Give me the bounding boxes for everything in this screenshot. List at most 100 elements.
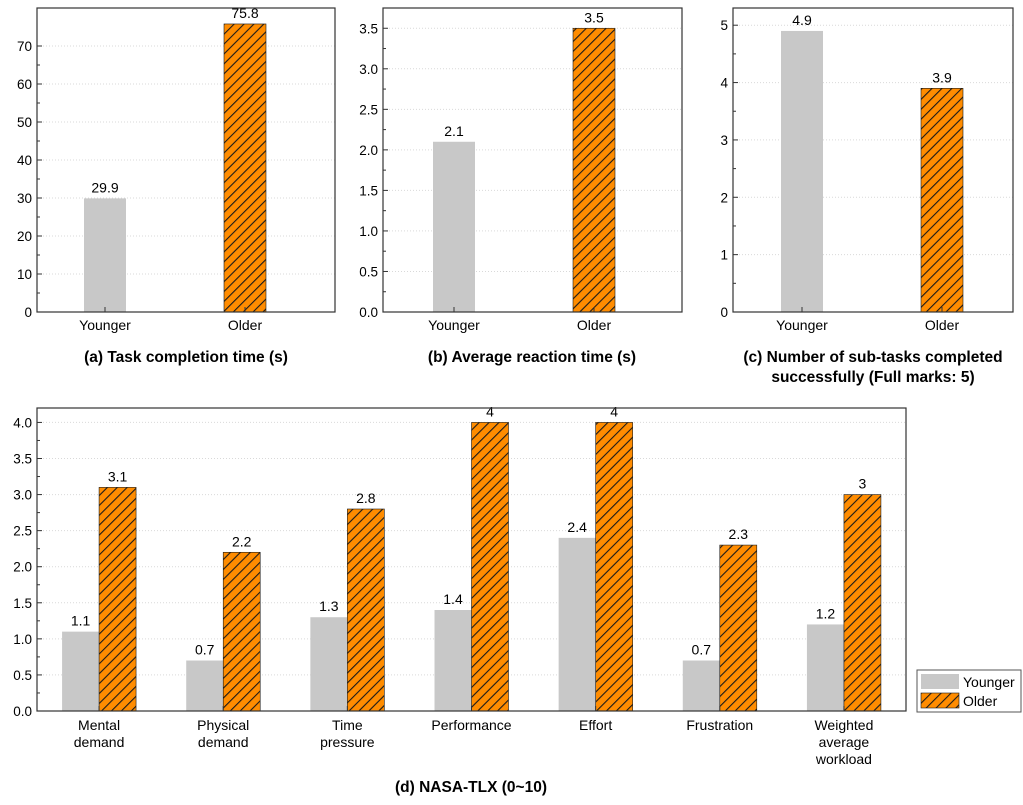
- bar-older: [719, 544, 758, 712]
- x-category-label: Younger: [428, 317, 480, 333]
- bar-older: [471, 422, 509, 712]
- bar-younger: [62, 631, 100, 711]
- x-category-label: Older: [228, 317, 263, 333]
- bar-value-label: 0.7: [195, 642, 215, 658]
- x-category-label: Frustration: [686, 717, 753, 733]
- chart-caption: (b) Average reaction time (s): [428, 349, 636, 366]
- x-category-label: Physical: [197, 717, 249, 733]
- bar-younger: [781, 30, 823, 313]
- y-tick-label: 1.5: [13, 596, 32, 611]
- y-tick-label: 1.0: [359, 224, 378, 239]
- y-tick-label: 2: [720, 190, 728, 205]
- x-category-label: Weighted: [814, 717, 873, 733]
- y-tick-label: 0.5: [359, 264, 378, 279]
- y-tick-label: 3.5: [359, 21, 378, 36]
- bar-younger: [186, 660, 224, 711]
- y-tick-label: 20: [17, 229, 32, 244]
- bar-value-label: 4.9: [792, 12, 812, 28]
- x-category-label: Younger: [776, 317, 828, 333]
- x-category-label: Effort: [579, 717, 612, 733]
- bar-older: [223, 23, 267, 313]
- y-tick-label: 0: [24, 305, 32, 320]
- bar-older: [920, 88, 964, 313]
- chart-caption: (c) Number of sub-tasks completed: [743, 349, 1002, 366]
- y-tick-label: 0.0: [359, 305, 378, 320]
- legend-swatch-older: [920, 692, 960, 709]
- bar-younger: [310, 617, 348, 711]
- y-tick-label: 5: [720, 18, 728, 33]
- y-tick-label: 50: [17, 115, 32, 130]
- x-category-label: Performance: [431, 717, 511, 733]
- y-tick-label: 3.0: [359, 62, 378, 77]
- bar-younger: [433, 141, 475, 312]
- bar-value-label: 3.1: [108, 468, 128, 484]
- x-category-label: average: [819, 734, 870, 750]
- y-tick-label: 30: [17, 191, 32, 206]
- bar-value-label: 75.8: [231, 5, 258, 21]
- x-category-label: Older: [577, 317, 612, 333]
- bar-value-label: 2.2: [232, 533, 252, 549]
- y-tick-label: 0.0: [13, 704, 32, 719]
- y-tick-label: 10: [17, 267, 32, 282]
- y-tick-label: 1.5: [359, 183, 378, 198]
- y-tick-label: 70: [17, 39, 32, 54]
- bar-value-label: 1.2: [816, 605, 836, 621]
- bar-value-label: 1.1: [71, 613, 91, 629]
- bar-value-label: 4: [486, 403, 494, 419]
- y-tick-label: 3.0: [13, 488, 32, 503]
- bar-older: [843, 494, 882, 712]
- chart-caption: successfully (Full marks: 5): [771, 369, 974, 386]
- y-tick-label: 0: [720, 305, 728, 320]
- bar-value-label: 3: [859, 476, 867, 492]
- bar-older: [347, 508, 385, 712]
- y-tick-label: 4.0: [13, 415, 32, 430]
- plot-frame: [732, 7, 1014, 313]
- bar-younger: [682, 660, 720, 711]
- chart-caption: (a) Task completion time (s): [84, 349, 288, 366]
- bar-value-label: 1.3: [319, 598, 339, 614]
- y-tick-label: 40: [17, 153, 32, 168]
- bar-value-label: 2.4: [567, 519, 587, 535]
- bar-value-label: 0.7: [692, 642, 712, 658]
- bar-older: [98, 487, 137, 712]
- bar-value-label: 3.9: [932, 69, 952, 85]
- bar-value-label: 2.1: [444, 123, 464, 139]
- plot-frame: [36, 7, 336, 313]
- y-tick-label: 0.5: [13, 668, 32, 683]
- legend-swatch-younger: [921, 674, 959, 689]
- chart-caption: (d) NASA-TLX (0~10): [395, 779, 547, 796]
- legend-label-younger: Younger: [963, 674, 1015, 690]
- y-tick-label: 3.5: [13, 452, 32, 467]
- y-tick-label: 60: [17, 77, 32, 92]
- bar-value-label: 1.4: [443, 591, 463, 607]
- legend-label-older: Older: [963, 693, 998, 709]
- x-category-label: pressure: [320, 734, 375, 750]
- x-category-label: Younger: [79, 317, 131, 333]
- y-tick-label: 4: [720, 76, 728, 91]
- bar-older: [572, 27, 616, 313]
- bar-older: [222, 551, 261, 712]
- y-tick-label: 2.5: [13, 524, 32, 539]
- y-tick-label: 1: [720, 248, 728, 263]
- bar-value-label: 2.8: [356, 490, 376, 506]
- x-category-label: Time: [332, 717, 363, 733]
- x-category-label: workload: [815, 751, 872, 767]
- bar-younger: [806, 624, 844, 711]
- x-category-label: Older: [925, 317, 960, 333]
- bar-older: [595, 422, 633, 712]
- y-tick-label: 3: [720, 133, 728, 148]
- bar-younger: [434, 610, 472, 711]
- bar-value-label: 2.3: [729, 526, 749, 542]
- bar-value-label: 4: [610, 403, 618, 419]
- x-category-label: demand: [198, 734, 249, 750]
- bar-value-label: 29.9: [91, 179, 118, 195]
- plot-frame: [382, 7, 683, 313]
- plot-frame: [36, 407, 907, 712]
- x-category-label: demand: [74, 734, 125, 750]
- y-tick-label: 2.0: [13, 560, 32, 575]
- y-tick-label: 2.5: [359, 102, 378, 117]
- x-category-label: Mental: [78, 717, 120, 733]
- y-tick-label: 2.0: [359, 143, 378, 158]
- bar-younger: [558, 537, 596, 711]
